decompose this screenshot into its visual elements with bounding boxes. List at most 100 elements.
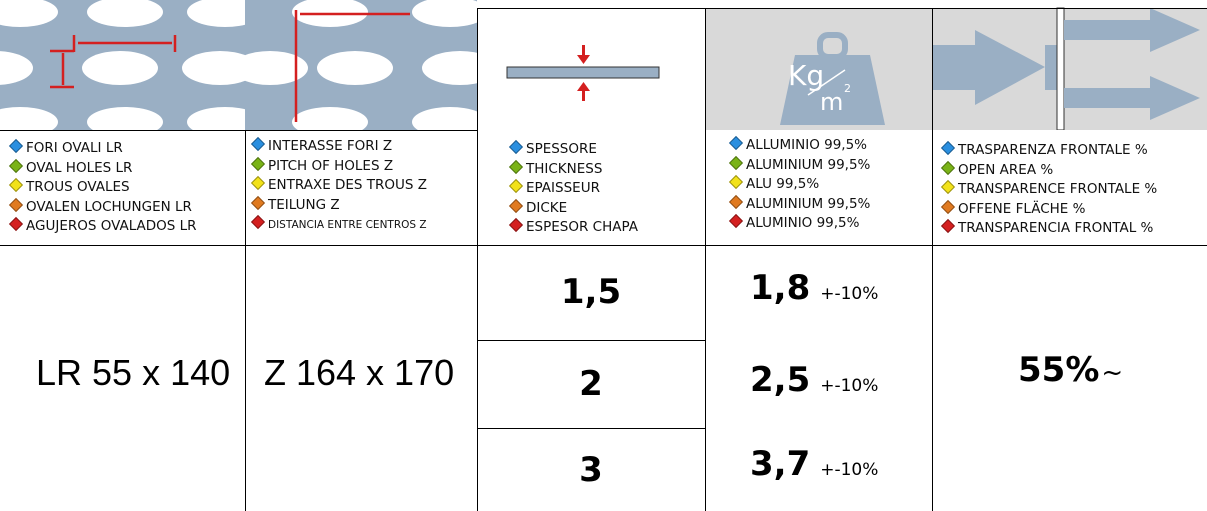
icons: Kg m 2 <box>0 0 1207 130</box>
label-line: OVALEN LOCHUNGEN LR <box>8 197 197 219</box>
cell <box>477 428 705 511</box>
thickness: 1,5 <box>560 272 622 312</box>
label-line: TROUS OVALES <box>8 177 197 199</box>
label-line: THICKNESS <box>508 159 638 181</box>
label-text: ALUMINIUM 99,5% <box>746 195 871 212</box>
diamond <box>940 218 956 234</box>
tolerance: +-10% <box>820 284 879 304</box>
cell <box>245 130 477 245</box>
label-line: PITCH OF HOLES Z <box>250 156 427 178</box>
label-line: DISTANCIA ENTRE CENTROS Z <box>250 214 427 236</box>
diamond <box>8 216 24 232</box>
diamond <box>508 178 524 194</box>
weight: 1,8 +-10% <box>750 268 878 308</box>
label-line: AGUJEROS OVALADOS LR <box>8 216 197 238</box>
label-text: DICKE <box>526 199 568 216</box>
open-area: 55%~ <box>1018 350 1123 390</box>
unit: m <box>820 88 843 116</box>
diamond <box>250 175 266 191</box>
diamond <box>940 140 956 156</box>
tolerance: +-10% <box>820 460 879 480</box>
label-text: OFFENE FLÄCHE % <box>958 200 1086 217</box>
cell <box>0 130 245 245</box>
diamond <box>8 138 24 154</box>
cell <box>477 8 705 245</box>
label-line: TRANSPARENCIA FRONTAL % <box>940 218 1157 240</box>
label-text: ALUMINIO 99,5% <box>746 215 860 231</box>
cell <box>932 245 1207 511</box>
label-line: ENTRAXE DES TROUS Z <box>250 175 428 197</box>
label-line: TEILUNG Z <box>250 195 427 217</box>
label-line: FORI OVALI LR <box>8 138 197 160</box>
label-list: SPESSORE THICKNESS EPAISSEUR DICKE ESPESOR C… <box>508 139 638 239</box>
label-text: TROUS OVALES <box>26 179 130 195</box>
diamond <box>940 160 956 175</box>
weight-value: 1,8 <box>750 268 811 308</box>
label-text: OPEN AREA % <box>958 161 1054 178</box>
diamond <box>250 195 266 210</box>
label-text: INTERASSE FORI Z <box>268 138 393 154</box>
diamond <box>250 136 266 152</box>
cell <box>705 8 932 245</box>
label-line: ALUMINIO 99,5% <box>728 213 870 235</box>
unit: 2 <box>844 82 851 95</box>
diamond <box>508 139 524 155</box>
cell <box>477 245 705 340</box>
label-text: TRANSPARENCIA FRONTAL % <box>958 220 1154 236</box>
unit: Kg <box>788 59 824 92</box>
thickness: 2 <box>579 364 603 404</box>
diamond <box>250 214 266 230</box>
label-text: ALU 99,5% <box>746 176 820 192</box>
label-line: OVAL HOLES LR <box>8 158 197 180</box>
weight: 2,5 +-10% <box>750 360 878 400</box>
label-line: ALLUMINIO 99,5% <box>728 135 870 157</box>
label-line: EPAISSEUR <box>508 178 638 200</box>
cell <box>932 8 1207 245</box>
label-line: ALUMINIUM 99,5% <box>728 155 871 177</box>
label-text: ENTRAXE DES TROUS Z <box>268 177 428 193</box>
label-text: FORI OVALI LR <box>26 140 123 156</box>
label-text: ESPESOR CHAPA <box>526 219 638 235</box>
label-line: SPESSORE <box>508 139 638 161</box>
weight: 3,7 +-10% <box>750 444 878 484</box>
diamond <box>728 213 744 229</box>
cell <box>705 245 932 511</box>
label-text: DISTANCIA ENTRE CENTROS Z <box>268 219 427 231</box>
label-line: INTERASSE FORI Z <box>250 136 427 158</box>
weight-value: 2,5 <box>750 360 811 400</box>
pitch-value: Z 164 x 170 <box>264 352 455 393</box>
label-text: ALLUMINIO 99,5% <box>746 137 867 153</box>
diamond <box>728 135 744 151</box>
diamond <box>728 155 744 170</box>
diamond <box>940 199 956 214</box>
label-text: AGUJEROS OVALADOS LR <box>26 218 197 234</box>
label-line: DICKE <box>508 198 638 220</box>
label-text: SPESSORE <box>526 141 597 157</box>
label-line: OFFENE FLÄCHE % <box>940 199 1157 221</box>
thickness: 3 <box>579 450 603 490</box>
diamond <box>8 158 24 173</box>
tolerance: +-10% <box>820 376 879 396</box>
label-line: OPEN AREA % <box>940 160 1157 182</box>
label-text: TEILUNG Z <box>268 196 340 213</box>
label-list: FORI OVALI LR OVAL HOLES LR TROUS OVALES OV… <box>8 138 197 238</box>
weight-value: 3,7 <box>750 444 811 484</box>
diamond <box>940 179 956 195</box>
diamond <box>728 194 744 209</box>
arrows <box>50 35 177 89</box>
diamond <box>728 174 744 190</box>
label-list: INTERASSE FORI Z PITCH OF HOLES Z ENTRAXE … <box>250 136 428 236</box>
label-line: TRASPARENZA FRONTALE % <box>940 140 1157 162</box>
label-text: OVALEN LOCHUNGEN LR <box>26 198 192 215</box>
label-text: ALUMINIUM 99,5% <box>746 156 871 173</box>
open-area-value: 55% <box>1018 350 1100 390</box>
label-text: EPAISSEUR <box>526 180 600 196</box>
label-line: ALUMINIUM 99,5% <box>728 194 871 216</box>
diamond <box>250 156 266 171</box>
diamond <box>508 198 524 213</box>
cell <box>245 245 477 511</box>
label-list: ALLUMINIO 99,5% ALUMINIUM 99,5% ALU 99,5% A… <box>728 135 871 235</box>
label-list: TRASPARENZA FRONTALE % OPEN AREA % TRANSPA… <box>940 140 1157 240</box>
diamond <box>508 217 524 233</box>
